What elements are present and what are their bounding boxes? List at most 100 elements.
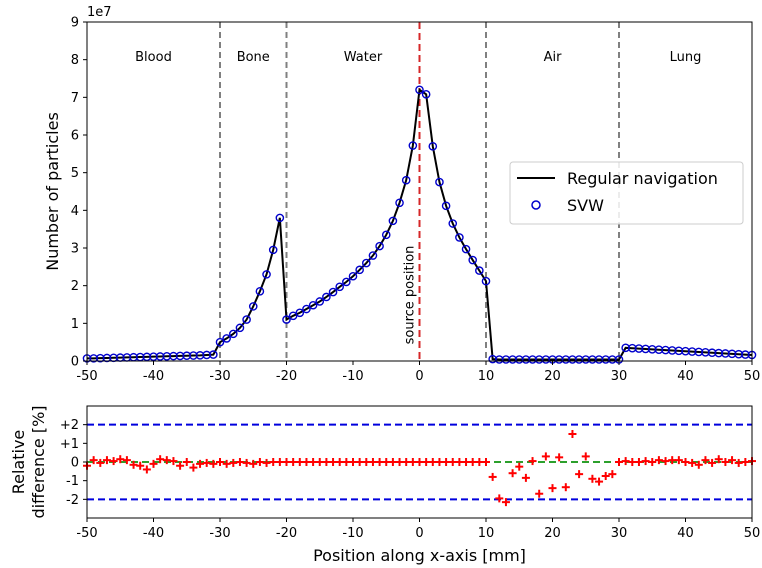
x-tick-label: -40 (143, 526, 164, 541)
y-tick-label: 7 (71, 91, 79, 106)
svw-point (242, 315, 251, 324)
svw-point (448, 219, 458, 228)
top-y-ticks: 0 1 2 3 4 5 6 7 8 9 (71, 16, 87, 370)
legend-marker-swatch (531, 200, 541, 210)
difference-point (535, 489, 544, 498)
x-tick-label: -30 (209, 526, 230, 541)
svw-point (209, 350, 218, 359)
x-tick-label: 0 (415, 369, 423, 384)
svw-point (302, 304, 311, 314)
y-tick-label: 6 (71, 129, 79, 144)
difference-point (674, 456, 683, 465)
y-tick-label: 8 (71, 53, 79, 68)
svw-point (335, 282, 345, 292)
region-label-water: Water (344, 50, 383, 65)
difference-point (182, 458, 191, 466)
svw-point (388, 216, 398, 226)
y-tick-label: 5 (71, 166, 79, 181)
difference-point (568, 430, 577, 438)
x-tick-label: -30 (209, 369, 230, 384)
svw-point (255, 287, 265, 296)
difference-point (508, 469, 517, 478)
difference-point (216, 458, 224, 466)
difference-point (561, 483, 570, 492)
difference-point (701, 456, 710, 465)
svw-point (342, 277, 351, 287)
x-tick-label: -40 (143, 369, 164, 384)
svw-point (381, 230, 391, 240)
region-label-bone: Bone (237, 50, 270, 65)
y-tick-label: -1 (66, 474, 79, 489)
svw-point (415, 85, 424, 95)
legend: Regular navigation SVW (509, 161, 744, 225)
svw-point (315, 297, 325, 306)
x-tick-label: 30 (611, 526, 628, 541)
x-tick-label: 10 (478, 526, 495, 541)
svw-point (401, 175, 411, 185)
bottom-y-axis-label-line-2: difference [%] (29, 405, 48, 518)
difference-point (528, 457, 537, 466)
svw-point (481, 276, 491, 286)
x-tick-label: -20 (276, 526, 297, 541)
svw-point (262, 270, 271, 279)
difference-point (96, 458, 105, 467)
svw-point (228, 329, 238, 339)
source-position-label: source position (403, 246, 418, 345)
difference-point (122, 456, 131, 465)
difference-point (581, 452, 590, 461)
x-tick-label: 40 (677, 369, 694, 384)
top-panel: Blood Bone Water Air Lung source position -5… (43, 5, 760, 384)
bottom-y-ticks: +2 +1 0 -1 -2 (60, 418, 87, 508)
difference-point (608, 470, 617, 479)
difference-point (555, 453, 564, 462)
difference-point (149, 459, 158, 468)
difference-point (136, 461, 145, 470)
difference-point (495, 494, 504, 503)
svw-point (248, 302, 258, 311)
x-tick-label: -10 (342, 526, 363, 541)
difference-point (501, 498, 510, 507)
x-tick-label: 30 (611, 369, 628, 384)
x-tick-label: 10 (478, 369, 495, 384)
difference-point (575, 470, 584, 479)
x-tick-label: 50 (744, 369, 761, 384)
svw-point (308, 300, 318, 310)
svw-point (348, 271, 358, 281)
top-x-ticks: -50 -40 -30 -20 -10 0 10 20 30 40 50 (76, 361, 760, 384)
svw-point (395, 198, 404, 208)
difference-point (482, 458, 490, 466)
svw-point (455, 233, 464, 242)
svw-point (215, 337, 225, 347)
svw-point (441, 201, 451, 211)
difference-point (714, 455, 723, 464)
difference-point (708, 458, 717, 467)
top-y-axis-label: Number of particles (43, 112, 62, 271)
y-tick-label: 3 (71, 242, 79, 257)
x-tick-label: 50 (744, 526, 761, 541)
difference-point (488, 472, 497, 481)
svw-point (428, 141, 438, 151)
x-tick-label: -20 (276, 369, 297, 384)
difference-point (189, 463, 198, 472)
difference-point (694, 460, 703, 469)
legend-box (509, 161, 744, 225)
difference-point (548, 484, 557, 493)
region-label-air: Air (544, 50, 563, 65)
svw-point (322, 292, 331, 302)
region-labels: Blood Bone Water Air Lung (135, 50, 701, 65)
difference-point (728, 456, 737, 465)
difference-point (169, 457, 178, 466)
difference-point (541, 452, 550, 461)
svw-point (361, 258, 371, 268)
svw-point (222, 334, 231, 343)
relative-difference-markers (83, 430, 756, 507)
difference-point (588, 474, 597, 483)
difference-point (209, 459, 218, 468)
y-tick-label: 1 (71, 317, 79, 332)
y-tick-label: +2 (60, 418, 79, 433)
y-tick-label: 0 (71, 355, 79, 370)
y-tick-label: 2 (71, 279, 79, 294)
svw-point (475, 266, 484, 275)
y-tick-label: 0 (71, 456, 79, 471)
